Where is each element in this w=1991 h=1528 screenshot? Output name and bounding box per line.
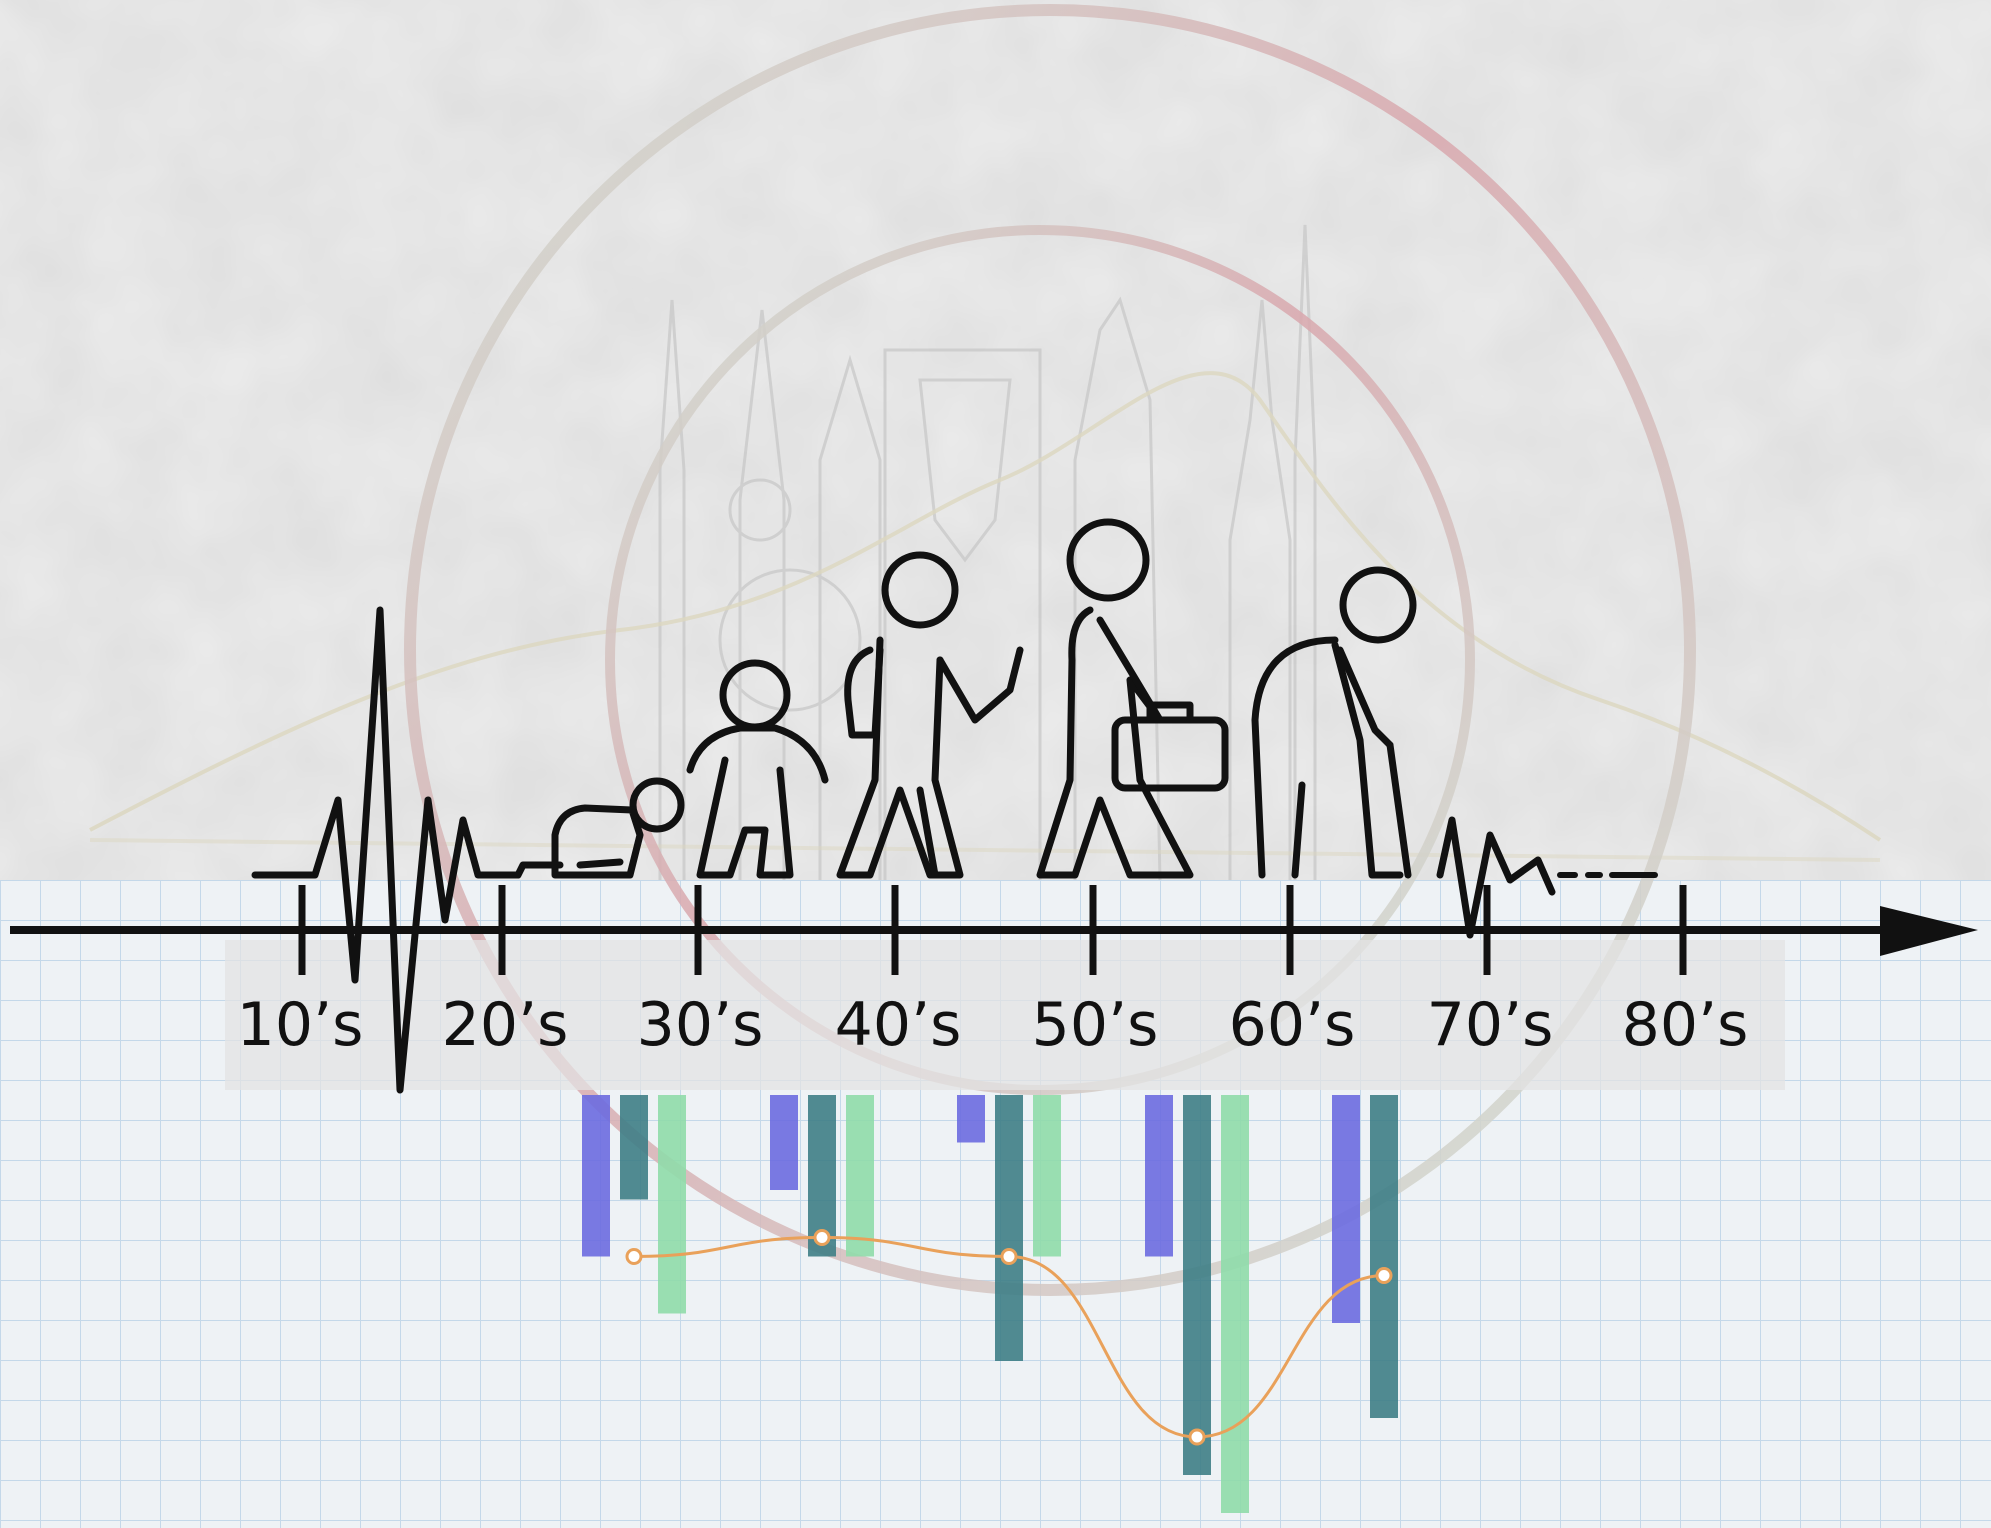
bar (1183, 1095, 1211, 1475)
trend-point (1000, 1248, 1018, 1265)
trend-point (813, 1229, 831, 1246)
label-band (225, 940, 1785, 1090)
bar (658, 1095, 686, 1314)
bar (846, 1095, 874, 1257)
axis-ticks (298, 885, 1687, 975)
youth-figure (836, 551, 1024, 879)
label-30s: 30’s (637, 990, 764, 1060)
bar (582, 1095, 610, 1257)
timeline-axis (10, 885, 1978, 975)
trend-point (1188, 1428, 1206, 1446)
label-10s: 10’s (237, 990, 364, 1060)
axis-arrowhead (1880, 906, 1978, 956)
bar-chart (582, 1095, 1398, 1513)
bar (770, 1095, 798, 1190)
paper-texture (0, 0, 1991, 890)
trend-line (633, 1235, 1385, 1439)
bar (1033, 1095, 1061, 1257)
bar (1370, 1095, 1398, 1418)
trend-point (1375, 1267, 1393, 1284)
bar (995, 1095, 1023, 1361)
label-40s: 40’s (835, 990, 962, 1060)
label-50s: 50’s (1032, 990, 1159, 1060)
bar (957, 1095, 985, 1143)
trend-point (625, 1248, 643, 1265)
baby-figure (551, 777, 685, 879)
toddler-figure (686, 659, 829, 879)
trend-line-chart (625, 1229, 1393, 1446)
label-70s: 70’s (1427, 990, 1554, 1060)
bar (620, 1095, 648, 1200)
elder-figure (1251, 566, 1417, 879)
adult-figure (1036, 518, 1229, 879)
label-80s: 80’s (1622, 990, 1749, 1060)
outer-ring (404, 4, 1696, 1296)
life-stage-figures (551, 518, 1417, 879)
label-60s: 60’s (1229, 990, 1356, 1060)
age-labels: 10’s 20’s 30’s 40’s 50’s 60’s 70’s 80’s (237, 990, 1749, 1060)
bar (1221, 1095, 1249, 1513)
bar (1145, 1095, 1173, 1257)
heartbeat-line (251, 606, 1556, 1094)
label-20s: 20’s (442, 990, 569, 1060)
skyline-sketch (658, 224, 1317, 881)
bar (1332, 1095, 1360, 1323)
